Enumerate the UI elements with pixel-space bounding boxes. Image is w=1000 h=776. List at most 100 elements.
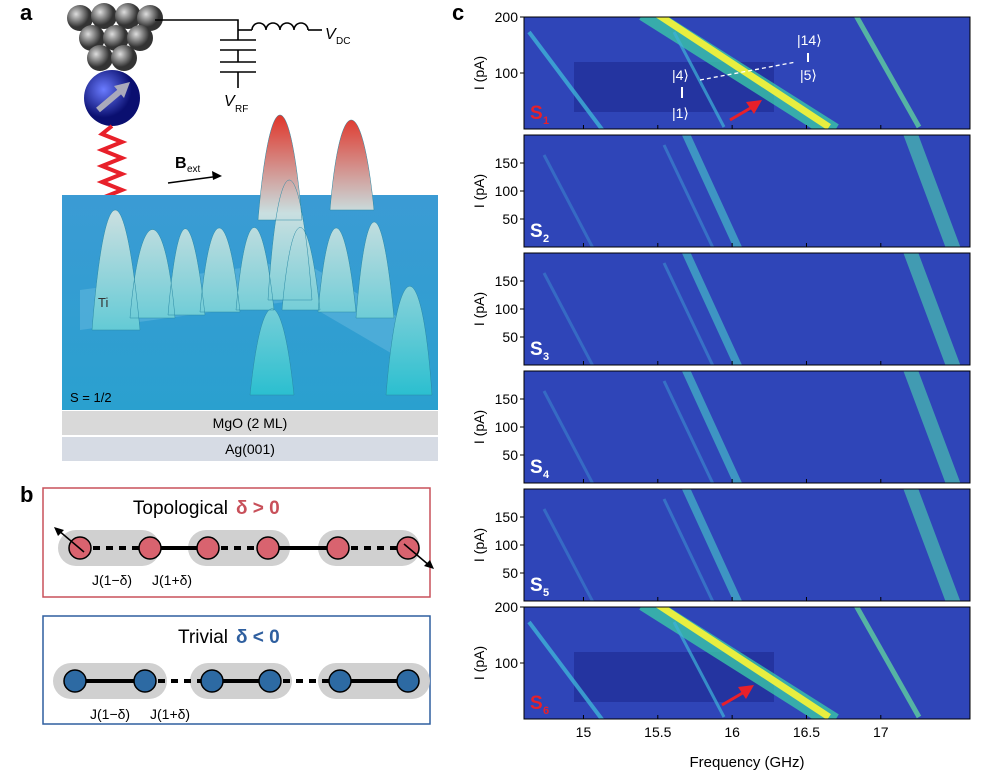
stm-tip bbox=[67, 3, 163, 222]
stripe bbox=[662, 498, 715, 601]
panel-label: a bbox=[20, 0, 33, 25]
x-tick-label: 17 bbox=[873, 724, 889, 740]
stripe bbox=[672, 31, 726, 128]
x-tick-label: 15 bbox=[576, 724, 592, 740]
y-axis-title: I (pA) bbox=[471, 410, 487, 444]
field-label: B bbox=[175, 155, 187, 172]
state-label: |1⟩ bbox=[672, 105, 689, 121]
pointer-arrow bbox=[721, 689, 747, 707]
state-label: |4⟩ bbox=[672, 67, 689, 83]
y-tick-label: 100 bbox=[495, 65, 519, 81]
x-tick-label: 16 bbox=[724, 724, 740, 740]
field-sub: ext bbox=[187, 164, 201, 175]
chain bbox=[53, 663, 430, 699]
map-sub: 1 bbox=[543, 115, 549, 127]
x-tick-label: 15.5 bbox=[644, 724, 671, 740]
y-tick-label: 100 bbox=[495, 183, 519, 199]
stripe bbox=[542, 390, 595, 483]
coupling: J(1+δ) bbox=[152, 572, 192, 588]
y-tick-label: 100 bbox=[495, 655, 519, 671]
y-tick-label: 200 bbox=[495, 9, 519, 25]
stripe bbox=[853, 607, 922, 719]
state-label: |5⟩ bbox=[800, 67, 817, 83]
vdc-sub: DC bbox=[336, 36, 350, 47]
heatmap-bg bbox=[524, 489, 970, 601]
y-tick-label: 150 bbox=[495, 391, 519, 407]
layer bbox=[62, 411, 438, 435]
y-axis-title: I (pA) bbox=[471, 646, 487, 680]
y-tick-label: 150 bbox=[495, 155, 519, 171]
pointer-head bbox=[746, 100, 762, 114]
x-axis-title: Frequency (GHz) bbox=[689, 754, 804, 771]
stripe bbox=[662, 262, 715, 365]
y-tick-label: 50 bbox=[502, 329, 518, 345]
map-sub: 6 bbox=[543, 705, 549, 717]
heatmap bbox=[524, 135, 970, 247]
map-sub: 3 bbox=[543, 351, 549, 363]
map-name: S bbox=[530, 339, 543, 360]
heatmap bbox=[524, 253, 970, 365]
condition: δ > 0 bbox=[236, 498, 280, 519]
layer-label: MgO (2 ML) bbox=[213, 415, 288, 431]
stripe bbox=[903, 135, 961, 247]
stripe bbox=[542, 272, 595, 365]
stripe bbox=[542, 508, 595, 601]
heatmap bbox=[524, 371, 970, 483]
stripe bbox=[662, 380, 715, 483]
y-tick-label: 150 bbox=[495, 509, 519, 525]
stripe bbox=[853, 17, 922, 129]
atom-label: Ti bbox=[98, 295, 108, 310]
heatmap bbox=[524, 17, 970, 129]
coupling: J(1−δ) bbox=[92, 572, 132, 588]
box bbox=[42, 487, 431, 598]
stripe bbox=[681, 371, 743, 483]
layer-label: Ag(001) bbox=[225, 441, 275, 457]
surface bbox=[62, 114, 438, 410]
map-sub: 5 bbox=[543, 587, 549, 599]
box-title: Topological bbox=[133, 498, 228, 519]
transition bbox=[699, 61, 797, 81]
stripe bbox=[903, 253, 961, 365]
stripe bbox=[527, 620, 605, 719]
y-tick-label: 150 bbox=[495, 273, 519, 289]
map-name: S bbox=[530, 575, 543, 596]
heatmap bbox=[524, 489, 970, 601]
y-tick-label: 50 bbox=[502, 447, 518, 463]
condition: δ < 0 bbox=[236, 627, 280, 648]
vrf-sub: RF bbox=[235, 104, 248, 115]
y-tick-label: 100 bbox=[495, 537, 519, 553]
y-tick-label: 50 bbox=[502, 565, 518, 581]
map-name: S bbox=[530, 221, 543, 242]
y-tick-label: 100 bbox=[495, 301, 519, 317]
box-title: Trivial bbox=[178, 627, 228, 648]
state-label: |14⟩ bbox=[797, 32, 822, 48]
map-name: S bbox=[530, 103, 543, 124]
y-tick-label: 100 bbox=[495, 419, 519, 435]
heatmap-bg bbox=[524, 253, 970, 365]
chain bbox=[54, 527, 434, 569]
heatmap-bg bbox=[524, 135, 970, 247]
y-axis-title: I (pA) bbox=[471, 292, 487, 326]
stripe bbox=[655, 17, 831, 129]
coupling: J(1−δ) bbox=[90, 706, 130, 722]
spin-label: S = 1/2 bbox=[70, 390, 112, 405]
y-tick-label: 200 bbox=[495, 599, 519, 615]
heatmap-bg bbox=[524, 371, 970, 483]
y-axis-title: I (pA) bbox=[471, 528, 487, 562]
pointer-head bbox=[738, 685, 754, 699]
heatmap bbox=[524, 607, 970, 719]
stripe bbox=[681, 489, 743, 601]
stripe bbox=[527, 30, 605, 129]
box bbox=[42, 615, 431, 725]
stripe bbox=[662, 144, 715, 247]
pointer-arrow bbox=[729, 104, 755, 122]
layer bbox=[62, 437, 438, 461]
map-name: S bbox=[530, 693, 543, 714]
panel-label: b bbox=[20, 482, 33, 507]
stripe bbox=[903, 371, 961, 483]
map-name: S bbox=[530, 457, 543, 478]
stripe bbox=[681, 253, 743, 365]
vrf-label: V bbox=[224, 93, 236, 110]
